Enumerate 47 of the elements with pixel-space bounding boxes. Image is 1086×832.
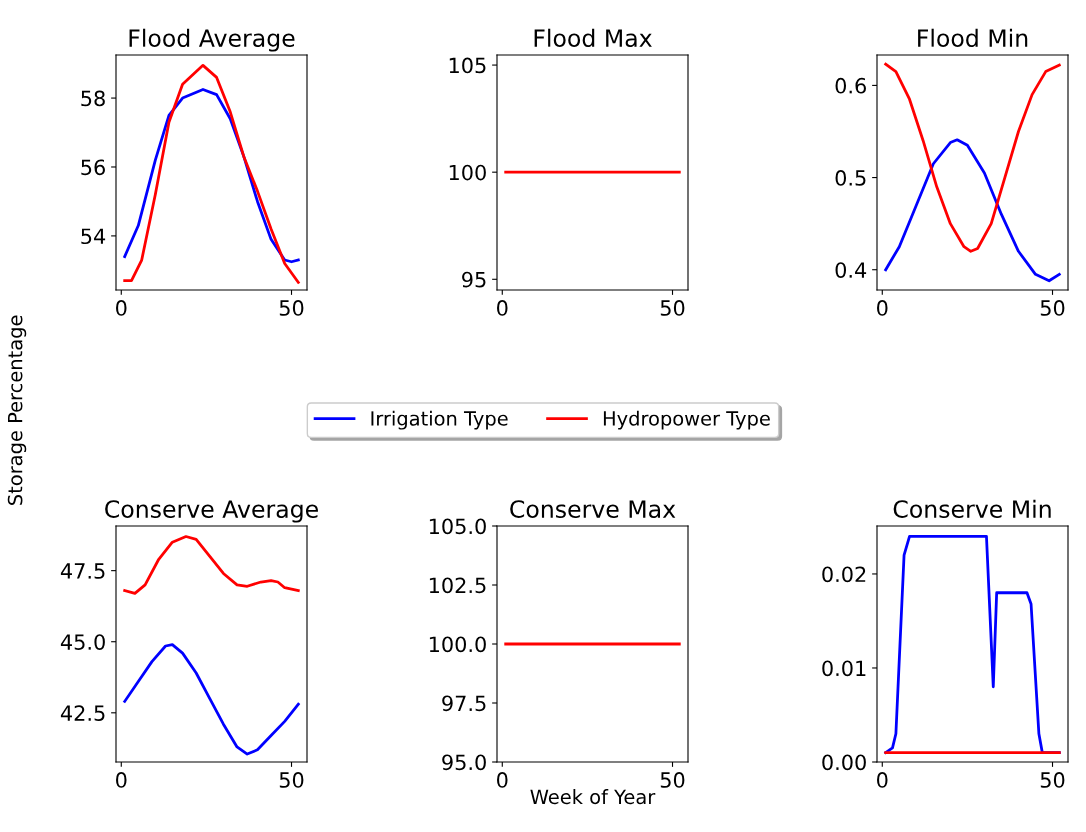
y-tick-label: 97.5: [442, 695, 486, 712]
x-axis-title: Week of Year: [530, 789, 656, 805]
chart-title: Conserve Average: [105, 500, 318, 523]
x-tick-label: 0: [877, 300, 888, 316]
line-series: [884, 62, 1061, 253]
x-tick-label: 50: [279, 300, 304, 316]
y-tick-label: 0.02: [822, 566, 866, 583]
y-axis-title: Storage Percentage: [7, 315, 27, 505]
y-tick-label: 45.0: [60, 634, 105, 650]
y-tick-label: 100: [449, 164, 486, 181]
line-series: [884, 138, 1061, 283]
chart-title: Flood Max: [534, 28, 652, 47]
x-tick-label: 0: [497, 300, 508, 316]
y-tick-label: 56: [81, 159, 105, 176]
x-tick-label: 50: [660, 772, 685, 788]
chart-title: Flood Average: [129, 28, 295, 52]
y-tick-label: 0.4: [835, 262, 867, 278]
y-tick-label: 58: [81, 90, 105, 107]
legend-label: Hydropower Type: [603, 410, 770, 430]
x-tick-label: 0: [116, 300, 127, 316]
chart-title: Conserve Min: [893, 499, 1051, 518]
y-tick-label: 105: [449, 57, 486, 74]
y-tick-label: 42.5: [60, 705, 105, 722]
y-tick-label: 105.0: [429, 518, 486, 535]
y-tick-label: 100.0: [429, 636, 486, 653]
y-tick-label: 0.5: [835, 170, 866, 186]
y-tick-label: 95.0: [442, 754, 486, 771]
line-series: [123, 643, 300, 756]
line-series: [123, 535, 300, 595]
y-tick-label: 0.6: [835, 77, 866, 94]
legend-label: Irrigation Type: [371, 410, 508, 430]
x-tick-label: 50: [660, 300, 685, 316]
x-tick-label: 50: [1040, 300, 1065, 316]
y-tick-label: 95: [462, 271, 486, 288]
line-series: [123, 63, 300, 284]
x-tick-label: 0: [877, 772, 888, 788]
y-tick-label: 54: [81, 228, 106, 245]
y-tick-label: 0.00: [822, 754, 866, 771]
y-tick-label: 102.5: [429, 577, 486, 594]
x-tick-label: 0: [497, 772, 508, 788]
y-tick-label: 47.5: [60, 563, 105, 579]
chart-title: Flood Min: [918, 28, 1028, 47]
x-tick-label: 0: [116, 772, 127, 788]
x-tick-label: 50: [279, 772, 304, 788]
x-tick-label: 50: [1040, 772, 1065, 788]
y-tick-label: 0.01: [822, 660, 866, 677]
chart-title: Conserve Max: [510, 500, 676, 518]
